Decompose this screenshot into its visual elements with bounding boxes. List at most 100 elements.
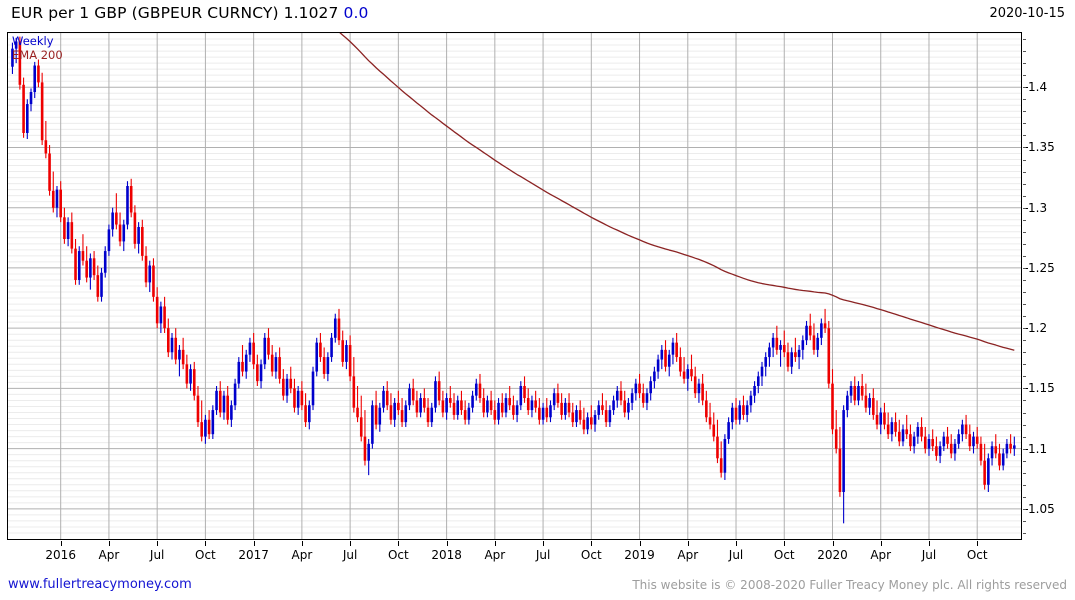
legend-interval: Weekly [12,34,54,48]
x-axis-tick-mark [784,541,786,546]
y-axis-minor-tick [1023,352,1026,354]
y-axis-minor-tick [1023,279,1026,281]
y-axis-tick-label: 1.3 [1028,200,1048,215]
x-axis-tick-label: Oct [966,548,988,562]
x-axis-tick-label: 2017 [238,548,269,562]
x-axis-tick-mark [494,541,496,546]
y-axis-minor-tick [1023,231,1026,233]
y-axis-minor-tick [1023,472,1026,474]
y-axis-minor-tick [1023,316,1026,318]
x-axis-tick-label: Oct [387,548,409,562]
y-axis-minor-tick [1023,159,1026,161]
x-axis-tick-label: Oct [773,548,795,562]
x-axis-tick-mark [543,541,545,546]
y-axis-minor-tick [1023,39,1026,41]
y-axis-minor-tick [1023,460,1026,462]
x-axis-tick-mark [350,541,352,546]
chart-gridlines [8,33,1021,539]
x-axis-tick-label: 2019 [624,548,655,562]
x-axis-tick-label: Apr [484,548,506,562]
x-axis-tick-label: Apr [870,548,892,562]
y-axis-minor-tick [1023,63,1026,65]
x-axis-tick-mark [880,541,882,546]
y-axis-minor-tick [1023,267,1026,269]
x-axis-tick-label: Oct [195,548,216,562]
y-axis-minor-tick [1023,484,1026,486]
y-axis-tick-label: 1.35 [1028,140,1055,155]
x-axis-tick-mark [977,541,979,546]
y-axis-minor-tick [1023,183,1026,185]
x-axis-tick-mark [591,541,593,546]
x-axis-tick-mark [398,541,400,546]
y-axis-minor-tick [1023,304,1026,306]
x-axis-tick-mark [736,541,738,546]
y-axis-minor-tick [1023,448,1026,450]
y-axis-minor-tick [1023,99,1026,101]
y-axis-tick-label: 1.25 [1028,260,1055,275]
x-axis-tick-label: Oct [580,548,602,562]
chart-date: 2020-10-15 [989,6,1065,21]
y-axis-minor-tick [1023,75,1026,77]
x-axis-tick-mark [60,541,62,546]
x-axis-tick-label: 2016 [45,548,76,562]
y-axis-minor-tick [1023,400,1026,402]
y-axis-minor-tick [1023,520,1026,522]
y-axis-tick-label: 1.15 [1028,381,1055,396]
y-axis-minor-tick [1023,255,1026,257]
chart-plot-area[interactable]: Weekly EMA 200 [7,32,1022,540]
y-axis-minor-tick [1023,135,1026,137]
y-axis-tick-label: 1.2 [1028,321,1048,336]
page-title: EUR per 1 GBP (GBPEUR CURNCY) 1.1027 0.0 [11,4,368,22]
x-axis-tick-label: Jul [921,548,937,562]
y-axis-minor-tick [1023,292,1026,294]
y-axis-minor-tick [1023,207,1026,209]
y-axis-minor-tick [1023,328,1026,330]
x-axis-tick-mark [253,541,255,546]
x-axis-tick-label: 2020 [817,548,848,562]
x-axis-tick-label: Apr [677,548,699,562]
y-axis-tick-label: 1.1 [1028,441,1048,456]
y-axis-tick-label: 1.05 [1028,501,1055,516]
y-axis-minor-tick [1023,123,1026,125]
x-axis-tick-mark [301,541,303,546]
candlestick-series [11,33,1016,524]
y-axis-minor-tick [1023,87,1026,89]
x-axis-tick-label: Jul [342,548,358,562]
instrument-title: EUR per 1 GBP (GBPEUR CURNCY) 1.1027 [11,4,339,22]
x-axis-tick-label: Apr [291,548,313,562]
copyright-notice: This website is © 2008-2020 Fuller Treac… [632,578,1067,592]
x-axis-tick-mark [928,541,930,546]
price-change: 0.0 [343,4,369,22]
y-axis-minor-tick [1023,496,1026,498]
y-axis-minor-tick [1023,195,1026,197]
x-axis-tick-mark [832,541,834,546]
y-axis-minor-tick [1023,111,1026,113]
x-axis-tick-mark [687,541,689,546]
y-axis-minor-tick [1023,508,1026,510]
x-axis-tick-label: 2018 [431,548,462,562]
y-axis-minor-tick [1023,243,1026,245]
x-axis-tick-label: Jul [149,548,165,562]
site-link[interactable]: www.fullertreacymoney.com [8,577,192,592]
y-axis-minor-tick [1023,219,1026,221]
y-axis-minor-tick [1023,436,1026,438]
y-axis-minor-tick [1023,532,1026,534]
y-axis-minor-tick [1023,364,1026,366]
y-axis-minor-tick [1023,412,1026,414]
x-axis-tick-mark [157,541,159,546]
y-axis-minor-tick [1023,388,1026,390]
y-axis-minor-tick [1023,376,1026,378]
x-axis-tick-mark [446,541,448,546]
x-axis-tick-mark [205,541,207,546]
legend-ema: EMA 200 [12,48,63,62]
y-axis-minor-tick [1023,51,1026,53]
y-axis-minor-tick [1023,424,1026,426]
y-axis-minor-tick [1023,171,1026,173]
y-axis-tick-label: 1.4 [1028,80,1048,95]
x-axis-tick-mark [639,541,641,546]
x-axis-tick-label: Jul [535,548,551,562]
y-axis-minor-tick [1023,147,1026,149]
x-axis-tick-mark [108,541,110,546]
y-axis-minor-tick [1023,340,1026,342]
